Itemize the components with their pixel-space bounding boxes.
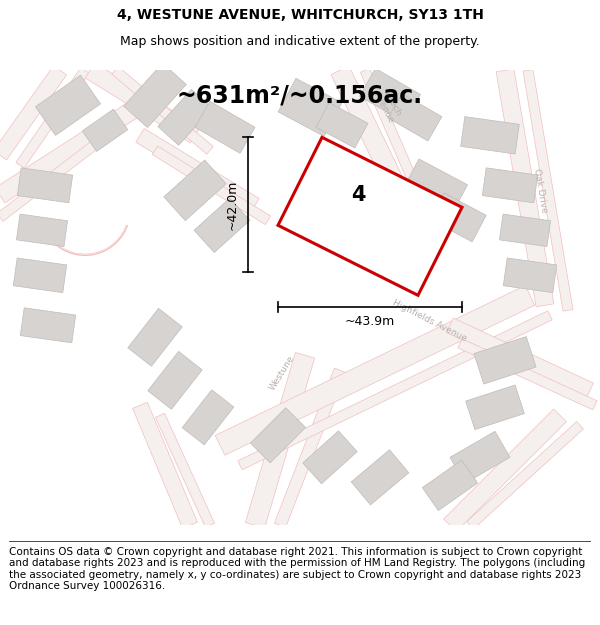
Polygon shape [0, 121, 123, 221]
Text: 4: 4 [351, 185, 365, 205]
Polygon shape [133, 402, 197, 528]
Polygon shape [0, 66, 67, 160]
Polygon shape [496, 69, 554, 307]
Polygon shape [278, 78, 342, 136]
Polygon shape [303, 431, 357, 484]
Polygon shape [523, 69, 573, 311]
Polygon shape [124, 63, 186, 128]
Text: Map shows position and indicative extent of the property.: Map shows position and indicative extent… [120, 35, 480, 48]
Polygon shape [403, 159, 467, 216]
Polygon shape [331, 66, 419, 219]
Polygon shape [195, 101, 255, 153]
Polygon shape [482, 168, 538, 202]
Polygon shape [155, 413, 215, 528]
Polygon shape [278, 138, 462, 295]
Polygon shape [446, 318, 593, 398]
Polygon shape [152, 146, 271, 224]
Polygon shape [112, 66, 213, 154]
Polygon shape [16, 214, 68, 246]
Polygon shape [274, 368, 346, 528]
Text: ~43.9m: ~43.9m [345, 315, 395, 328]
Polygon shape [361, 68, 434, 222]
Text: Westune: Westune [268, 354, 296, 392]
Polygon shape [238, 311, 552, 470]
Text: Oak Drive: Oak Drive [532, 168, 548, 213]
Polygon shape [128, 308, 182, 366]
Text: Beech
Avenue: Beech Avenue [373, 86, 404, 124]
Text: Highfields Avenue: Highfields Avenue [391, 298, 469, 343]
Polygon shape [194, 198, 250, 252]
Polygon shape [20, 308, 76, 342]
Text: ~42.0m: ~42.0m [226, 180, 239, 231]
Polygon shape [136, 129, 259, 212]
Text: 4, WESTUNE AVENUE, WHITCHURCH, SY13 1TH: 4, WESTUNE AVENUE, WHITCHURCH, SY13 1TH [116, 8, 484, 22]
Polygon shape [316, 102, 368, 148]
Polygon shape [458, 339, 597, 410]
Polygon shape [422, 460, 478, 511]
Polygon shape [82, 109, 128, 151]
Polygon shape [0, 98, 145, 203]
Polygon shape [461, 117, 520, 154]
Polygon shape [359, 69, 421, 122]
Polygon shape [245, 352, 314, 528]
Polygon shape [182, 390, 234, 445]
Polygon shape [351, 450, 409, 505]
Text: Contains OS data © Crown copyright and database right 2021. This information is : Contains OS data © Crown copyright and d… [9, 546, 585, 591]
Polygon shape [215, 286, 535, 455]
Polygon shape [499, 214, 551, 246]
Polygon shape [158, 89, 212, 145]
Polygon shape [443, 409, 566, 532]
Polygon shape [148, 351, 202, 409]
Polygon shape [250, 408, 305, 463]
Polygon shape [474, 337, 536, 384]
Polygon shape [467, 422, 583, 529]
Polygon shape [17, 168, 73, 202]
Text: ~631m²/~0.156ac.: ~631m²/~0.156ac. [177, 83, 423, 107]
Polygon shape [450, 431, 510, 483]
Polygon shape [430, 192, 486, 242]
Polygon shape [466, 385, 524, 429]
Polygon shape [388, 94, 442, 141]
Polygon shape [35, 75, 101, 136]
Polygon shape [164, 160, 226, 221]
Polygon shape [16, 68, 89, 168]
Polygon shape [85, 62, 200, 143]
Polygon shape [13, 258, 67, 292]
Polygon shape [503, 258, 557, 292]
